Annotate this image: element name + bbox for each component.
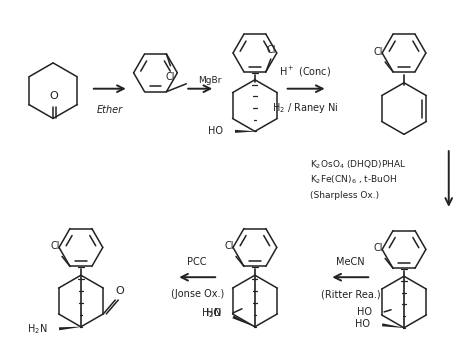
Text: Cl: Cl — [266, 45, 275, 55]
Text: K$_2$Fe(CN)$_6$ , t-BuOH: K$_2$Fe(CN)$_6$ , t-BuOH — [310, 174, 397, 186]
Text: MeCN: MeCN — [336, 257, 365, 267]
Polygon shape — [382, 323, 404, 328]
Text: K$_2$OsO$_4$ (DHQD)PHAL: K$_2$OsO$_4$ (DHQD)PHAL — [310, 159, 406, 171]
Polygon shape — [232, 315, 255, 327]
Text: (Ritter Rea.): (Ritter Rea.) — [320, 289, 380, 299]
Polygon shape — [59, 327, 81, 330]
Text: HO: HO — [208, 126, 223, 136]
Text: HO: HO — [357, 307, 372, 317]
Text: Cl: Cl — [374, 47, 383, 57]
Text: H$_2$ / Raney Ni: H$_2$ / Raney Ni — [273, 101, 339, 115]
Text: Cl: Cl — [374, 244, 383, 253]
Text: H$_2$N: H$_2$N — [201, 306, 221, 320]
Text: MgBr: MgBr — [198, 76, 222, 85]
Text: (Sharpless Ox.): (Sharpless Ox.) — [310, 192, 379, 200]
Text: (Jonse Ox.): (Jonse Ox.) — [171, 289, 224, 299]
Text: Cl: Cl — [165, 72, 175, 82]
Text: O: O — [50, 91, 58, 101]
Text: PCC: PCC — [188, 257, 207, 267]
Text: Cl: Cl — [225, 241, 234, 251]
Text: Ether: Ether — [97, 104, 123, 115]
Polygon shape — [235, 130, 255, 133]
Text: HO: HO — [355, 319, 370, 329]
Text: H$_2$N: H$_2$N — [27, 322, 47, 336]
Text: H$^+$ (Conc): H$^+$ (Conc) — [280, 65, 332, 79]
Text: Cl: Cl — [51, 241, 60, 251]
Text: O: O — [116, 286, 125, 296]
Text: HO: HO — [206, 308, 221, 318]
